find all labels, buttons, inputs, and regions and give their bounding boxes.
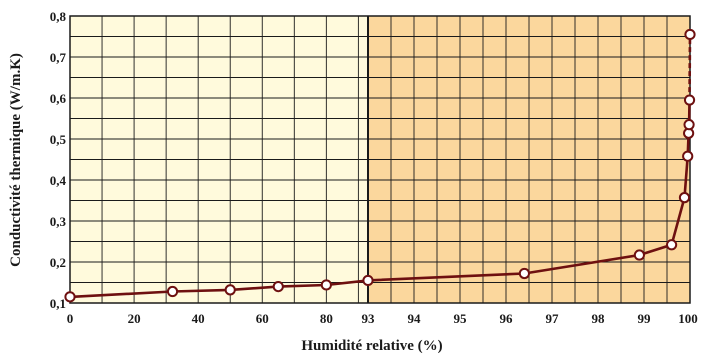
data-point: [666, 239, 678, 251]
x-tick-label: 93: [362, 311, 376, 326]
x-axis-title: Humidité relative (%): [301, 338, 442, 354]
x-tick-label: 80: [320, 311, 333, 326]
data-point: [362, 274, 374, 287]
data-point: [683, 94, 696, 106]
series-dashed-segment: [688, 34, 692, 101]
data-point: [518, 267, 531, 280]
data-point: [678, 192, 691, 204]
data-point: [683, 119, 695, 131]
y-tick-label: 0,2: [50, 255, 66, 270]
y-axis-title: Conductivité thermique (W/m.K): [8, 53, 24, 267]
y-tick-label: 0,5: [50, 132, 67, 147]
data-point: [64, 291, 76, 303]
data-markers: [64, 28, 696, 303]
x-tick-label: 94: [408, 311, 422, 326]
data-point: [684, 28, 696, 41]
x-tick-label: 99: [638, 311, 652, 326]
y-tick-label: 0,4: [50, 173, 67, 188]
x-tick-label: 20: [128, 311, 141, 326]
x-tick-label: 100: [678, 311, 698, 326]
x-tick-label: 40: [192, 311, 205, 326]
data-point: [320, 279, 332, 291]
x-tick-label: 97: [546, 311, 560, 326]
y-tick-label: 0,3: [50, 214, 67, 229]
data-point: [166, 285, 179, 298]
y-tick-label: 0,7: [50, 50, 67, 65]
x-tick-label: 98: [592, 311, 606, 326]
data-point: [272, 281, 284, 293]
x-tick-labels: 0 20 40 60 80 93 94 95 96 97 98 99 100: [67, 311, 698, 326]
data-point: [682, 150, 694, 162]
data-point: [633, 249, 646, 261]
grid: [70, 16, 690, 303]
data-point: [224, 284, 236, 296]
x-tick-label: 60: [256, 311, 269, 326]
x-tick-label: 96: [500, 311, 514, 326]
x-tick-label: 95: [454, 311, 468, 326]
y-tick-label: 0,1: [50, 296, 66, 311]
y-tick-label: 0,8: [50, 9, 67, 24]
y-tick-labels: 0,1 0,2 0,3 0,4 0,5 0,6 0,7 0,8: [50, 9, 67, 311]
x-tick-label: 0: [67, 311, 74, 326]
y-tick-label: 0,6: [50, 91, 67, 106]
